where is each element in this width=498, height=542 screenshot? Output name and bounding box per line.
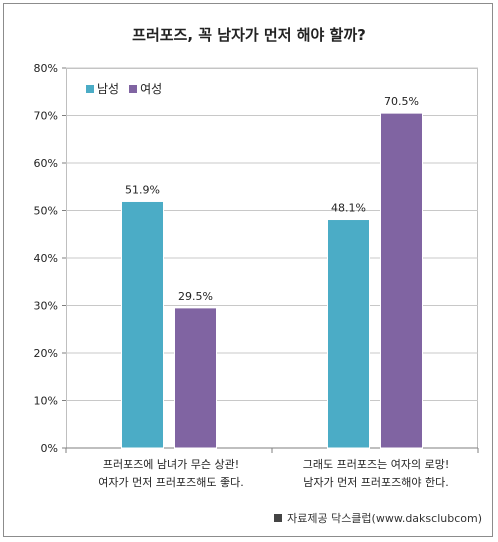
legend-label-female: 여성 — [140, 82, 163, 96]
legend-item-female: 여성 — [129, 80, 162, 97]
data-label: 70.5% — [384, 95, 419, 108]
y-tick-label: 50% — [34, 205, 58, 218]
y-tick-label: 10% — [34, 395, 58, 408]
y-tick-label: 60% — [34, 157, 58, 170]
y-tick-label: 70% — [34, 110, 58, 123]
data-label: 29.5% — [178, 290, 213, 303]
category-label-2: 그래도 프러포즈는 여자의 로망! 남자가 먼저 프러포즈해야 한다. — [276, 456, 476, 492]
category-label-1-line-2: 여자가 먼저 프러포즈해도 좋다. — [98, 476, 244, 489]
bar — [327, 219, 370, 449]
y-tick-label: 80% — [34, 62, 58, 75]
data-label: 48.1% — [331, 202, 366, 215]
category-label-1: 프러포즈에 남녀가 무슨 상관! 여자가 먼저 프러포즈해도 좋다. — [71, 456, 271, 492]
y-tick-label: 30% — [34, 300, 58, 313]
legend-swatch-female — [129, 84, 138, 93]
legend: 남성 여성 — [86, 80, 162, 97]
square-icon — [274, 514, 283, 522]
source-note: 자료제공 닥스클럽(www.daksclubcom) — [274, 510, 482, 526]
y-tick-label: 20% — [34, 347, 58, 360]
legend-item-male: 남성 — [86, 80, 119, 97]
bar — [380, 112, 423, 449]
category-label-2-line-1: 그래도 프러포즈는 여자의 로망! — [302, 458, 450, 471]
category-label-2-line-2: 남자가 먼저 프러포즈해야 한다. — [303, 476, 449, 489]
bar — [174, 307, 217, 449]
data-label: 51.9% — [125, 183, 160, 196]
y-tick-label: 0% — [41, 442, 58, 455]
category-label-1-line-1: 프러포즈에 남녀가 무슨 상관! — [102, 458, 240, 471]
y-tick-label: 40% — [34, 252, 58, 265]
chart-title: 프러포즈, 꼭 남자가 먼저 해야 할까? — [132, 26, 366, 44]
source-text: 자료제공 닥스클럽(www.daksclubcom) — [287, 512, 482, 525]
legend-label-male: 남성 — [97, 82, 120, 96]
legend-swatch-male — [86, 84, 94, 93]
bar — [121, 200, 164, 449]
